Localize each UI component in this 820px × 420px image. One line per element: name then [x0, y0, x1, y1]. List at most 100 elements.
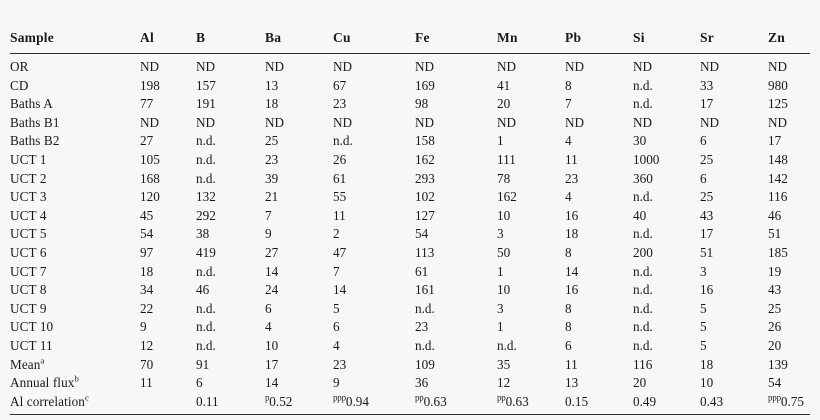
data-cell: 23 [333, 356, 347, 372]
data-cell: 0.15 [565, 393, 589, 409]
data-cell: 17 [768, 133, 782, 149]
data-cell: 21 [265, 189, 279, 205]
table-row: OR ND ND ND ND ND ND ND ND ND ND [10, 54, 810, 77]
data-cell: n.d. [196, 337, 216, 353]
data-cell: 9 [333, 375, 340, 391]
data-cell: 16 [700, 282, 714, 298]
data-cell: 47 [333, 244, 347, 260]
sample-label: UCT 6 [10, 244, 47, 260]
data-cell: 3 [497, 226, 504, 242]
data-cell: 10 [497, 207, 511, 223]
data-cell: ND [633, 114, 653, 130]
data-cell: n.d. [633, 77, 653, 93]
data-cell: 34 [140, 282, 154, 298]
data-cell: 46 [768, 207, 782, 223]
data-cell: n.d. [633, 189, 653, 205]
data-cell: 1 [497, 319, 504, 335]
data-cell: 27 [265, 244, 279, 260]
data-cell: 6 [700, 170, 707, 186]
data-cell: 2 [333, 226, 340, 242]
data-cell: ND [333, 114, 353, 130]
data-cell: 38 [196, 226, 210, 242]
data-cell: 8 [565, 300, 572, 316]
data-cell: 162 [497, 189, 517, 205]
data-cell: 4 [333, 337, 340, 353]
data-cell: 19 [768, 263, 782, 279]
data-cell: 1 [497, 133, 504, 149]
data-cell: 105 [140, 151, 160, 167]
data-cell: 39 [265, 170, 279, 186]
data-cell: 17 [700, 96, 714, 112]
significance-marker: pp [497, 392, 506, 403]
data-cell: 8 [565, 319, 572, 335]
column-header-mn: Mn [497, 30, 518, 45]
data-cell: 4 [565, 133, 572, 149]
data-cell: n.d. [633, 96, 653, 112]
data-cell: ND [497, 114, 517, 130]
data-cell: 161 [415, 282, 435, 298]
data-cell: n.d. [415, 300, 435, 316]
data-cell: 23 [415, 319, 429, 335]
data-cell: 14 [333, 282, 347, 298]
data-cell: 18 [140, 263, 154, 279]
data-cell: 67 [333, 77, 347, 93]
data-cell: ND [333, 59, 353, 74]
column-header-fe: Fe [415, 30, 430, 45]
sample-label: UCT 8 [10, 282, 47, 298]
data-cell: 419 [196, 244, 216, 260]
data-cell: 20 [633, 375, 647, 391]
data-cell: 14 [565, 263, 579, 279]
data-cell: ND [196, 114, 216, 130]
data-cell: 162 [415, 151, 435, 167]
data-cell: 18 [700, 356, 714, 372]
data-cell: ND [700, 59, 720, 74]
data-cell: n.d. [633, 337, 653, 353]
table-row: UCT 5 54 38 9 2 54 3 18 n.d. 17 51 [10, 225, 810, 244]
data-cell: 10 [700, 375, 714, 391]
column-header-sample: Sample [10, 30, 54, 45]
sample-label: Al correlationc [10, 392, 89, 409]
data-cell: 78 [497, 170, 511, 186]
data-cell: 6 [333, 319, 340, 335]
data-cell: 120 [140, 189, 160, 205]
footnote-marker: c [85, 392, 89, 403]
data-cell: 116 [768, 189, 788, 205]
data-cell: 980 [768, 77, 788, 93]
sample-label: CD [10, 77, 29, 93]
significance-marker: pp [415, 392, 424, 403]
data-cell: 0.43 [700, 393, 724, 409]
column-header-al: Al [140, 30, 154, 45]
data-cell: 6 [196, 375, 203, 391]
table-row: UCT 8 34 46 24 14 161 10 16 n.d. 16 43 [10, 281, 810, 300]
sample-label: UCT 9 [10, 300, 47, 316]
column-header-ba: Ba [265, 30, 282, 45]
table-row: Al correlationc 0.11 p0.52 ppp0.94 pp0.63 pp0… [10, 393, 810, 415]
column-header-zn: Zn [768, 30, 785, 45]
data-cell: 125 [768, 96, 788, 112]
data-cell: 41 [497, 77, 511, 93]
data-cell: n.d. [196, 300, 216, 316]
data-cell: 109 [415, 356, 435, 372]
data-cell: 1000 [633, 151, 660, 167]
data-cell: 12 [497, 375, 511, 391]
data-cell: 6 [265, 300, 272, 316]
footnote-marker: a [40, 355, 45, 366]
data-cell: ND [700, 114, 720, 130]
data-cell: 0.49 [633, 393, 657, 409]
sample-label: OR [10, 59, 29, 74]
table-row: Meana 70 91 17 23 109 35 11 116 18 139 [10, 356, 810, 375]
data-cell: 148 [768, 151, 788, 167]
sample-label: Annual fluxb [10, 373, 79, 391]
data-cell: 45 [140, 207, 154, 223]
data-cell: 11 [565, 356, 578, 372]
data-cell: 40 [633, 207, 647, 223]
footnote-marker: b [74, 373, 79, 384]
column-header-si: Si [633, 30, 645, 45]
sample-label: UCT 7 [10, 263, 47, 279]
data-cell: 18 [265, 96, 279, 112]
data-cell: 14 [265, 375, 279, 391]
data-cell: 50 [497, 244, 511, 260]
data-cell: ND [265, 114, 285, 130]
data-cell: 43 [768, 282, 782, 298]
data-cell: 55 [333, 189, 347, 205]
